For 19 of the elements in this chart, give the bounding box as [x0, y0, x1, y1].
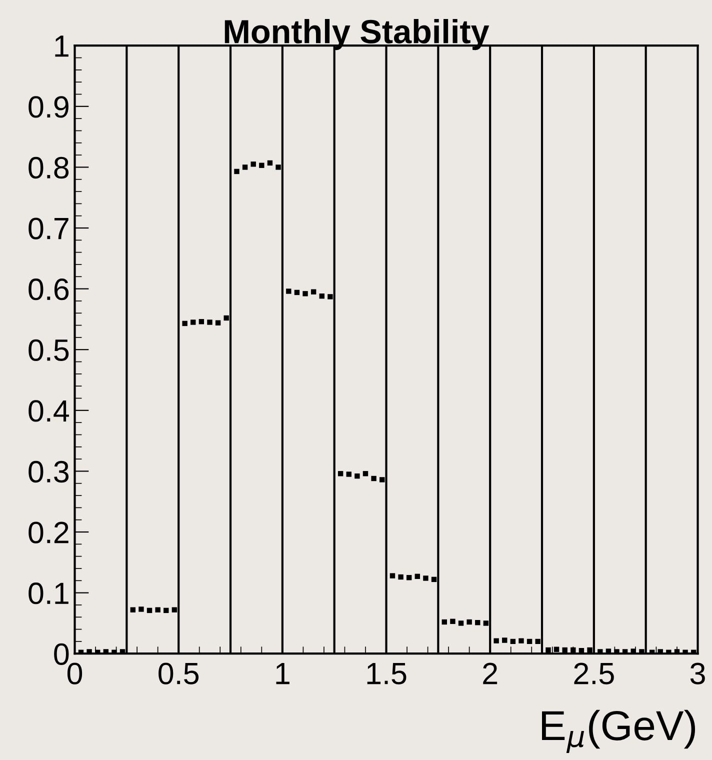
- x-tick-label: 0.5: [158, 662, 199, 684]
- y-tick-label: 0.7: [28, 218, 68, 240]
- y-tick-label: 0.6: [28, 278, 69, 300]
- y-tick-label: 0.8: [28, 156, 69, 179]
- x-tick-label: 2: [483, 662, 498, 684]
- x-axis-title: E$_{μ}$(GeV): [542, 710, 696, 753]
- y-tick-label: 0.5: [28, 339, 69, 361]
- x-tick-label: 1: [276, 663, 290, 684]
- y-tick-label: 0.9: [28, 96, 68, 118]
- chart-title: Monthly Stability: [224, 19, 490, 50]
- y-tick-label: 1: [55, 36, 68, 57]
- x-tick-label: 1.5: [367, 663, 406, 684]
- y-tick-label: 0.3: [28, 460, 69, 483]
- y-tick-label: 0: [54, 643, 69, 665]
- x-tick-label: 3: [690, 662, 705, 684]
- x-tick-label: 2.5: [574, 662, 614, 684]
- y-tick-label: 0.2: [28, 522, 68, 544]
- y-tick-label: 0.4: [28, 400, 70, 422]
- y-tick-label: 0.1: [28, 582, 68, 604]
